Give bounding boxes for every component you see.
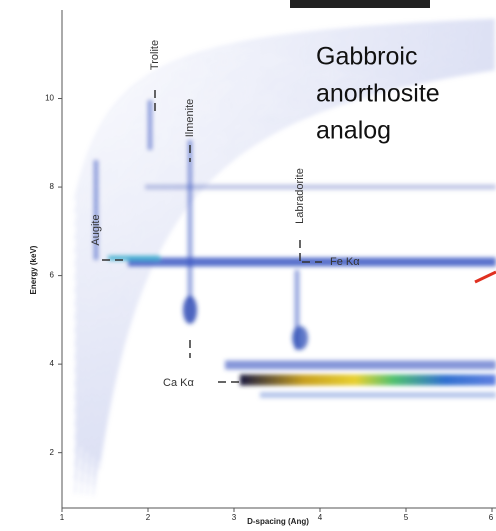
band (260, 392, 496, 398)
x-tick-label: 6 (489, 513, 494, 522)
y-tick-label: 8 (50, 182, 55, 191)
band (128, 257, 496, 267)
y-tick-label: 2 (50, 448, 55, 457)
title-line: anorthosite (316, 80, 440, 108)
band (225, 360, 496, 370)
blob (292, 326, 308, 350)
band (240, 374, 496, 386)
x-axis-label: D-spacing (Ang) (247, 517, 309, 526)
streak (74, 18, 496, 496)
title-line: Gabbroic (316, 43, 417, 71)
leaders (102, 90, 322, 383)
density-streaks (74, 18, 496, 496)
blob (183, 296, 197, 324)
annotation: Ca Kα (163, 377, 194, 389)
y-tick-label: 4 (50, 359, 55, 368)
y-tick-label: 6 (50, 271, 55, 280)
x-tick-label: 1 (60, 513, 65, 522)
x-tick-label: 5 (404, 513, 409, 522)
annotation: Augite (90, 214, 102, 245)
red-pointer (474, 270, 496, 284)
x-tick-label: 2 (146, 513, 151, 522)
x-tick-label: 3 (232, 513, 237, 522)
annotation: Labradorite (294, 168, 306, 224)
annotation: Trolite (149, 40, 161, 70)
y-axis-label: Energy (keV) (29, 245, 38, 294)
band (145, 184, 496, 190)
title-line: analog (316, 117, 391, 145)
photo-edge (290, 0, 430, 8)
annotation: Ilmenite (184, 99, 196, 138)
annotation: Fe Kα (330, 256, 360, 268)
band (108, 255, 160, 261)
y-tick-label: 10 (45, 94, 54, 103)
x-tick-label: 4 (318, 513, 323, 522)
